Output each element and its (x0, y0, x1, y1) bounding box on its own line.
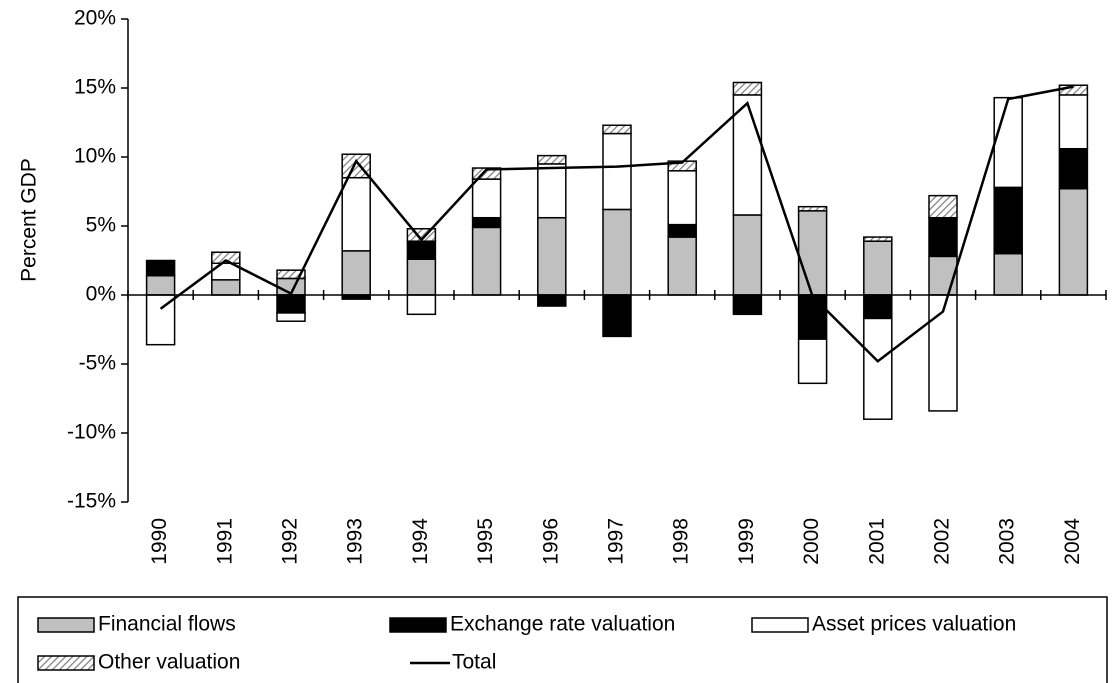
x-tick-label: 2002 (931, 518, 954, 565)
x-tick-label: 2004 (1061, 518, 1084, 565)
bar-segment (471, 216, 502, 229)
bar-segment (471, 167, 502, 180)
bar-segment (732, 294, 763, 316)
legend-label: Total (452, 651, 496, 674)
x-tick-label: 2000 (800, 518, 823, 565)
bar-segment (863, 294, 893, 320)
x-tick-label: 1997 (605, 518, 628, 565)
bar-segment (602, 294, 632, 338)
bar-segment (276, 294, 306, 314)
x-tick-label: 1994 (409, 518, 432, 565)
legend-label: Asset prices valuation (812, 613, 1016, 636)
legend-swatch (37, 655, 95, 671)
bar-segment (928, 294, 958, 412)
y-tick-label: -10% (67, 421, 116, 444)
x-tick-label: 2001 (865, 518, 888, 565)
legend-label: Other valuation (98, 651, 240, 674)
bar-segment (1058, 187, 1089, 296)
x-tick-label: 1990 (148, 518, 171, 565)
bar-segment (406, 240, 437, 260)
bar-segment (993, 186, 1023, 255)
bar-segment (537, 294, 567, 307)
bar-segment (1058, 94, 1089, 150)
bar-segment (993, 252, 1023, 296)
bar-segment (667, 223, 697, 238)
bar-segment (537, 216, 567, 296)
bar-segment (602, 132, 632, 211)
bar-segment (211, 251, 241, 265)
y-tick-label: 20% (74, 7, 116, 30)
bar-segment (1058, 147, 1089, 190)
bar-segment (471, 178, 502, 219)
legend-swatch (389, 617, 447, 633)
bar-segment (537, 163, 567, 219)
bar-segment (471, 226, 502, 296)
bar-segment (602, 208, 632, 296)
bar-segment (276, 312, 306, 322)
x-tick-label: 1992 (279, 518, 302, 565)
bar-segment (537, 154, 567, 165)
x-tick-label: 1995 (474, 518, 497, 565)
y-tick-label: 0% (86, 283, 116, 306)
bar-segment (797, 210, 828, 296)
bar-segment (797, 338, 828, 385)
y-axis-title: Percent GDP (18, 158, 41, 282)
bar-segment (863, 317, 893, 420)
bar-segment (406, 258, 437, 296)
legend-swatch (37, 617, 95, 633)
bar-segment (602, 124, 632, 135)
legend-swatch (751, 617, 809, 633)
x-tick-label: 1991 (213, 518, 236, 565)
bar-segment (797, 205, 828, 212)
bar-segment (928, 216, 958, 258)
bar-segment (341, 153, 371, 179)
x-tick-label: 1996 (539, 518, 562, 565)
x-tick-label: 2003 (996, 518, 1019, 565)
x-tick-label: 1993 (344, 518, 367, 565)
legend-label: Exchange rate valuation (450, 613, 675, 636)
bar-segment (667, 170, 697, 226)
bar-segment (732, 81, 763, 96)
bar-segment (797, 294, 828, 340)
bar-segment (211, 279, 241, 296)
legend-box (17, 596, 1108, 683)
bar-segment (928, 194, 958, 219)
bar-segment (667, 236, 697, 296)
bar-segment (732, 214, 763, 296)
bar-segment (863, 240, 893, 296)
bar-segment (145, 274, 176, 296)
bar-segment (145, 259, 176, 277)
y-tick-label: 15% (74, 76, 116, 99)
bar-segment (341, 250, 371, 296)
bar-segment (406, 294, 437, 316)
y-tick-label: -5% (79, 352, 116, 375)
y-tick-label: -15% (67, 490, 116, 513)
bar-segment (341, 176, 371, 252)
bar-segment (928, 255, 958, 296)
x-tick-label: 1999 (735, 518, 758, 565)
y-tick-label: 10% (74, 145, 116, 168)
bar-segment (993, 96, 1023, 189)
bar-segment (863, 236, 893, 242)
x-tick-label: 1998 (670, 518, 693, 565)
total-line (159, 85, 1074, 363)
legend-label: Financial flows (98, 613, 236, 636)
bar-segment (276, 269, 306, 280)
y-tick-label: 5% (86, 214, 116, 237)
